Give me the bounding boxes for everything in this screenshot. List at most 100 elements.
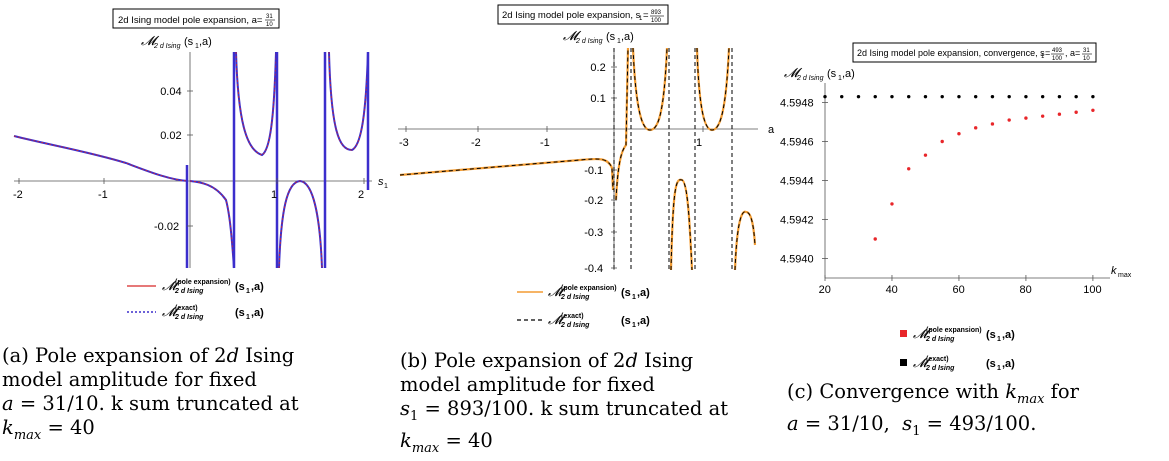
panel-c-title-sub: 1 bbox=[1041, 54, 1045, 60]
panel-a-title: 2d Ising model pole expansion, a= 31 10 bbox=[112, 8, 280, 29]
panel-b-title-sub: 1 bbox=[639, 16, 643, 22]
panel-b-title-num: 893 bbox=[651, 10, 662, 16]
caption-b: (b) Pole expansion of 2d Ising model amp… bbox=[400, 349, 780, 461]
panel-a-pole-curve bbox=[13, 51, 369, 269]
pole-expansion-point bbox=[1091, 108, 1095, 113]
pole-expansion-point bbox=[907, 167, 911, 171]
panel-c-legend-pole-sub: 2 d Ising bbox=[925, 336, 955, 343]
pole-expansion-point bbox=[940, 139, 944, 144]
panel-c-legend-exact-args-sub: 1 bbox=[997, 365, 1001, 372]
panel-b-x-tick-label: -3 bbox=[399, 137, 409, 149]
panel-c-ylabel-args-sub: 1 bbox=[838, 75, 842, 82]
panel-c-legend-exact-symbol: 𝓜 bbox=[913, 355, 932, 370]
panel-b-legend-exact: 𝓜2 d Ising (exact) (s 1 ,a) bbox=[548, 312, 650, 329]
panel-a-curves bbox=[13, 51, 370, 269]
panel-b-legend-exact-sub: 2 d Ising bbox=[560, 322, 590, 329]
exact-point bbox=[1091, 94, 1095, 99]
panel-c: 2d Ising model pole expansion, convergen… bbox=[780, 42, 1132, 366]
panel-a-legend-pole-args-end: ,a) bbox=[251, 281, 264, 293]
panel-a-x-tick-label: 1 bbox=[271, 189, 277, 201]
panel-a-legend-exact-sub: 2 d Ising bbox=[174, 314, 204, 321]
panel-c-legend-swatch-1 bbox=[900, 330, 907, 337]
caption-a: (a) Pole expansion of 2d Ising model amp… bbox=[2, 344, 382, 448]
pole-expansion-point bbox=[873, 237, 877, 241]
panel-b-exact-curve bbox=[399, 47, 756, 271]
panel-b-x-tick-label: 1 bbox=[696, 137, 702, 149]
panel-a-xlabel-sub: 1 bbox=[384, 183, 388, 190]
panel-a-ylabel: 𝓜 2 d Ising (s 1 ,a) bbox=[141, 33, 212, 50]
panel-a-tick-labels: -2 -1 1 2 -0.02 0.02 0.04 bbox=[13, 86, 365, 233]
panel-c-legend-pole-sup: (pole expansion) bbox=[926, 327, 982, 334]
panel-c-x-tick-label: 60 bbox=[953, 284, 965, 296]
panel-c-title-den: 100 bbox=[1052, 56, 1063, 62]
panel-a-legend-pole-symbol: 𝓜 bbox=[162, 278, 181, 293]
panel-c-axes bbox=[824, 83, 1110, 279]
panel-b-ylabel-args-sub: 1 bbox=[617, 38, 621, 45]
panel-c-title-sep: , a= bbox=[1065, 48, 1080, 58]
caption-b-line-4: kmax = 40 bbox=[400, 428, 493, 456]
panel-b-y-tick-label: -0.1 bbox=[584, 165, 603, 177]
panel-c-x-tick-label: 20 bbox=[819, 284, 831, 296]
panel-c-xlabel: k bbox=[1111, 265, 1117, 277]
panel-b-x-tick-label: -2 bbox=[471, 137, 481, 149]
panel-b-ylabel-args: (s bbox=[606, 31, 616, 43]
panel-c-legend-swatch-2 bbox=[900, 359, 907, 366]
caption-a-line-1: (a) Pole expansion of 2d Ising bbox=[2, 344, 295, 367]
panel-a-title-num: 31 bbox=[266, 14, 273, 20]
exact-point bbox=[873, 94, 877, 99]
caption-c-line-2: a = 31/10, s1 = 493/100. bbox=[787, 411, 1037, 439]
panel-b-legend-pole: 𝓜2 d Ising (pole expansion) (s 1 ,a) bbox=[548, 284, 650, 301]
panel-a-legend bbox=[127, 285, 156, 313]
panel-b-y-tick-label: 0.1 bbox=[590, 93, 605, 105]
pole-expansion-point bbox=[1040, 114, 1045, 118]
panel-c-y-tick-label: 4.5942 bbox=[780, 215, 814, 227]
panel-b-y-tick-label: -0.3 bbox=[584, 227, 603, 239]
panel-b-legend-pole-symbol: 𝓜 bbox=[548, 284, 567, 299]
panel-c-xlabel-sub: max bbox=[1118, 272, 1132, 279]
exact-point bbox=[856, 94, 861, 99]
panel-a-legend-pole-args-sub: 1 bbox=[246, 288, 250, 295]
panel-b-pole-curve bbox=[399, 47, 757, 271]
caption-c-line-1: (c) Convergence with kmax for bbox=[787, 380, 1079, 407]
panel-c-y-tick-label: 4.5940 bbox=[780, 254, 814, 266]
panel-a: 2d Ising model pole expansion, a= 31 10 … bbox=[13, 8, 388, 313]
panel-b-legend-pole-sup: (pole expansion) bbox=[561, 285, 617, 292]
panel-b-y-tick-label: -0.2 bbox=[584, 195, 603, 207]
panel-b-ylabel-sub: 2 d Ising bbox=[575, 38, 603, 45]
exact-point bbox=[890, 94, 894, 99]
panel-a-ylabel-end: ,a) bbox=[199, 36, 212, 48]
panel-a-legend-pole: 𝓜2 d Ising (pole expansion) (s 1 ,a) bbox=[162, 278, 264, 295]
panel-a-legend-pole-sup: (pole expansion) bbox=[175, 279, 231, 286]
panel-c-legend-pole-args-end: ,a) bbox=[1002, 329, 1015, 341]
caption-b-line-1: (b) Pole expansion of 2d Ising bbox=[400, 349, 694, 372]
panel-c-legend-exact-args: (s bbox=[986, 358, 996, 370]
panel-a-ylabel-args: (s bbox=[184, 36, 194, 48]
panel-c-title-eq: = bbox=[1045, 48, 1050, 58]
panel-b-curves bbox=[399, 47, 757, 271]
panel-c-y-tick-label: 4.5948 bbox=[780, 98, 814, 110]
panel-a-legend-exact: 𝓜2 d Ising (exact) (s 1 ,a) bbox=[162, 304, 264, 321]
panel-c-title-num: 493 bbox=[1052, 48, 1063, 54]
panel-c-legend-pole-symbol: 𝓜 bbox=[913, 326, 932, 341]
panel-b-legend-exact-args: (s bbox=[621, 315, 631, 327]
panel-b-axes bbox=[398, 48, 758, 270]
panel-b-ylabel: 𝓜 2 d Ising (s 1 ,a) bbox=[563, 28, 634, 45]
panel-a-y-tick-label: 0.04 bbox=[160, 86, 181, 98]
exact-point bbox=[907, 94, 911, 99]
panel-c-title-num2: 31 bbox=[1083, 48, 1090, 54]
panel-a-ylabel-args-sub: 1 bbox=[195, 43, 199, 50]
panel-c-title-text: 2d Ising model pole expansion, convergen… bbox=[857, 48, 1045, 58]
panel-c-points bbox=[823, 94, 1095, 241]
panel-c-legend-exact: 𝓜2 d Ising (exact) (s 1 ,a) bbox=[913, 355, 1015, 372]
panel-c-x-tick-label: 80 bbox=[1020, 284, 1032, 296]
panel-c-legend bbox=[900, 330, 907, 366]
pole-expansion-point bbox=[890, 202, 894, 206]
panel-c-title: 2d Ising model pole expansion, convergen… bbox=[852, 42, 1097, 63]
pole-expansion-point bbox=[1074, 110, 1078, 114]
panel-a-legend-exact-symbol: 𝓜 bbox=[162, 304, 181, 319]
panel-b-ylabel-sym: 𝓜 bbox=[563, 28, 582, 43]
panel-c-legend-pole-args: (s bbox=[986, 329, 996, 341]
legend-labels: 𝓜2 d Ising(pole expansion) (s 1 ,a)𝓜2 d Isi… bbox=[162, 278, 1015, 372]
panel-c-y-tick-label: 4.5946 bbox=[780, 137, 814, 149]
